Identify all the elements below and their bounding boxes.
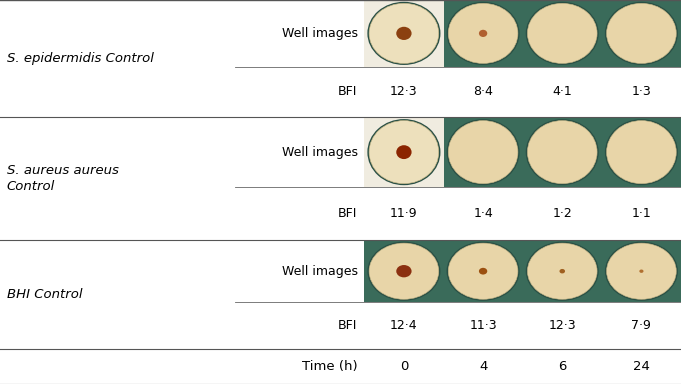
Text: 4: 4 bbox=[479, 360, 488, 373]
Ellipse shape bbox=[447, 2, 520, 65]
Text: 12·3: 12·3 bbox=[548, 319, 576, 333]
Text: BFI: BFI bbox=[338, 207, 358, 220]
Text: Well images: Well images bbox=[281, 146, 358, 159]
Ellipse shape bbox=[479, 268, 488, 275]
Bar bbox=[364, 240, 681, 302]
Text: BFI: BFI bbox=[338, 319, 358, 333]
Text: 0: 0 bbox=[400, 360, 408, 373]
Ellipse shape bbox=[396, 145, 411, 159]
Text: 1·2: 1·2 bbox=[552, 207, 572, 220]
Ellipse shape bbox=[526, 242, 599, 301]
Text: 4·1: 4·1 bbox=[552, 85, 572, 98]
Ellipse shape bbox=[369, 3, 439, 63]
Ellipse shape bbox=[639, 270, 644, 273]
Ellipse shape bbox=[607, 3, 676, 63]
Ellipse shape bbox=[396, 27, 411, 40]
Text: 8·4: 8·4 bbox=[473, 85, 493, 98]
Text: 6: 6 bbox=[558, 360, 567, 373]
Bar bbox=[364, 117, 443, 187]
Text: 11·3: 11·3 bbox=[469, 319, 497, 333]
Text: 1·1: 1·1 bbox=[631, 207, 651, 220]
Ellipse shape bbox=[448, 3, 518, 63]
Ellipse shape bbox=[527, 243, 597, 299]
Ellipse shape bbox=[396, 265, 411, 277]
Ellipse shape bbox=[605, 2, 678, 65]
Ellipse shape bbox=[367, 119, 441, 185]
Ellipse shape bbox=[527, 3, 597, 63]
Text: Well images: Well images bbox=[281, 27, 358, 40]
Ellipse shape bbox=[367, 242, 441, 301]
Text: BHI Control: BHI Control bbox=[7, 288, 82, 301]
Text: 1·4: 1·4 bbox=[473, 207, 493, 220]
Text: 7·9: 7·9 bbox=[631, 319, 651, 333]
Text: 24: 24 bbox=[633, 360, 650, 373]
Ellipse shape bbox=[607, 243, 676, 299]
Text: Well images: Well images bbox=[281, 265, 358, 278]
Ellipse shape bbox=[369, 121, 439, 184]
Bar bbox=[364, 0, 681, 67]
Text: 11·9: 11·9 bbox=[390, 207, 417, 220]
Ellipse shape bbox=[447, 119, 520, 185]
Bar bbox=[364, 117, 681, 187]
Text: S. aureus aureus
Control: S. aureus aureus Control bbox=[7, 164, 118, 193]
Ellipse shape bbox=[479, 30, 488, 37]
Ellipse shape bbox=[526, 2, 599, 65]
Ellipse shape bbox=[607, 121, 676, 184]
Ellipse shape bbox=[369, 243, 439, 299]
Text: Time (h): Time (h) bbox=[302, 360, 358, 373]
Text: BFI: BFI bbox=[338, 85, 358, 98]
Ellipse shape bbox=[560, 269, 565, 273]
Ellipse shape bbox=[448, 121, 518, 184]
Text: 1·3: 1·3 bbox=[631, 85, 651, 98]
Ellipse shape bbox=[526, 119, 599, 185]
Ellipse shape bbox=[367, 2, 441, 65]
Ellipse shape bbox=[527, 121, 597, 184]
Ellipse shape bbox=[447, 242, 520, 301]
Ellipse shape bbox=[448, 243, 518, 299]
Text: S. epidermidis Control: S. epidermidis Control bbox=[7, 52, 154, 65]
Ellipse shape bbox=[605, 242, 678, 301]
Bar bbox=[364, 0, 443, 67]
Text: 12·3: 12·3 bbox=[390, 85, 417, 98]
Text: 12·4: 12·4 bbox=[390, 319, 417, 333]
Ellipse shape bbox=[605, 119, 678, 185]
